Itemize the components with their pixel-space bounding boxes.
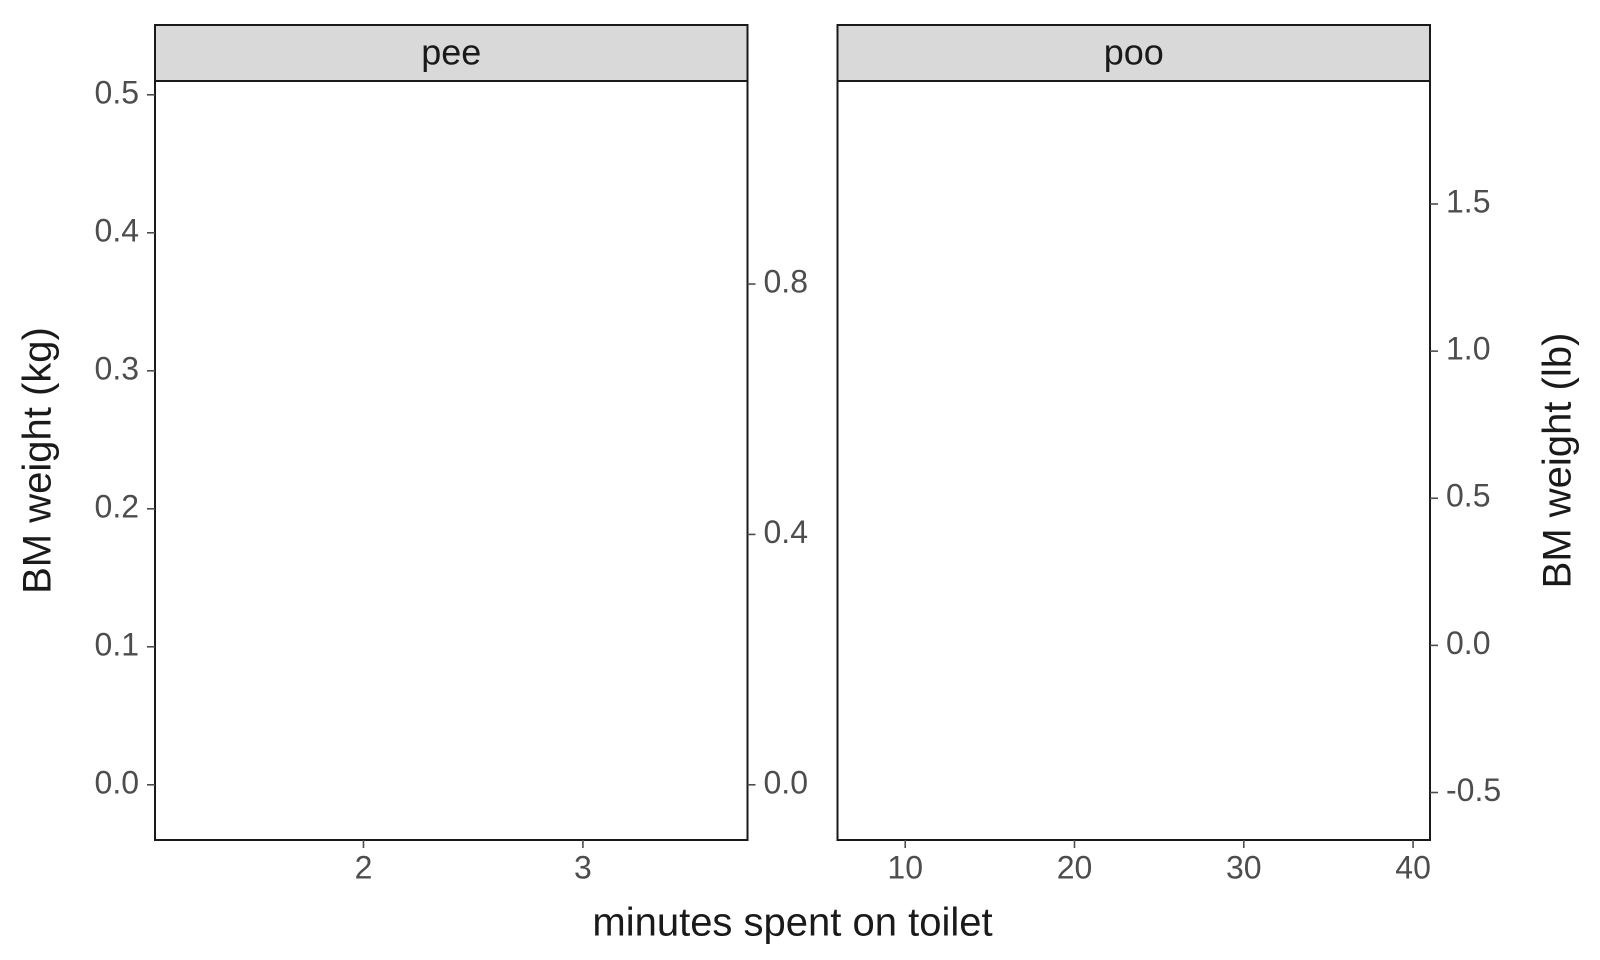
y-tick-right-label: 0.4 [764, 514, 808, 550]
y-tick-left-label: 0.5 [95, 74, 139, 110]
x-tick-label: 10 [887, 849, 923, 885]
y-tick-left-label: 0.1 [95, 626, 139, 662]
x-tick-label: 40 [1395, 849, 1431, 885]
facet-label: poo [1104, 32, 1164, 73]
x-tick-label: 2 [355, 849, 373, 885]
x-tick-label: 30 [1226, 849, 1262, 885]
y-tick-left-label: 0.0 [95, 764, 139, 800]
chart-svg: BM weight (kg) BM weight (lb) minutes spen… [0, 0, 1600, 960]
panel-poo: R=-0.19p=0.34 [838, 81, 1431, 840]
y-tick-left-label: 0.2 [95, 488, 139, 524]
x-tick-label: 20 [1057, 849, 1093, 885]
y-axis-left-title: BM weight (kg) [16, 327, 60, 594]
chart-container: BM weight (kg) BM weight (lb) minutes spen… [0, 0, 1600, 960]
y-axis-right-title: BM weight (lb) [1536, 333, 1580, 589]
y-tick-right-label: 1.5 [1446, 183, 1490, 219]
x-axis-title: minutes spent on toilet [592, 901, 992, 945]
panel-pee: R=-0.31p=0.20 [155, 81, 748, 840]
x-tick-label: 3 [574, 849, 592, 885]
y-tick-right-label: 1.0 [1446, 331, 1490, 367]
y-tick-left-label: 0.3 [95, 350, 139, 386]
facet-label: pee [421, 32, 481, 73]
y-tick-right-label: 0.0 [1446, 625, 1490, 661]
y-tick-right-label: 0.5 [1446, 478, 1490, 514]
y-tick-left-label: 0.4 [95, 212, 139, 248]
y-tick-right-label: 0.8 [764, 263, 808, 299]
y-tick-right-label: -0.5 [1446, 772, 1501, 808]
y-tick-right-label: 0.0 [764, 764, 808, 800]
